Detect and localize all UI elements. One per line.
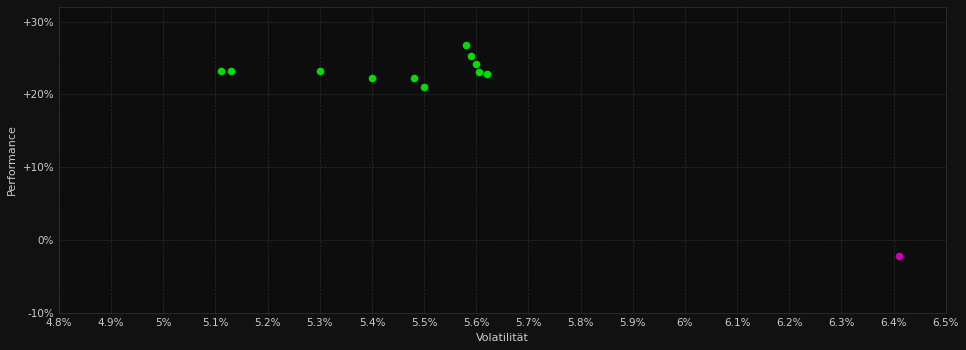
Point: [213, 68, 228, 74]
Point: [469, 61, 484, 66]
Point: [464, 53, 479, 58]
Point: [479, 71, 495, 77]
Point: [406, 76, 421, 81]
Point: [458, 42, 473, 48]
Point: [223, 68, 239, 74]
Point: [471, 70, 487, 75]
Point: [312, 68, 327, 74]
Point: [364, 76, 380, 81]
X-axis label: Volatilität: Volatilität: [476, 333, 528, 343]
Point: [416, 84, 432, 90]
Point: [891, 253, 906, 259]
Y-axis label: Performance: Performance: [7, 124, 17, 195]
